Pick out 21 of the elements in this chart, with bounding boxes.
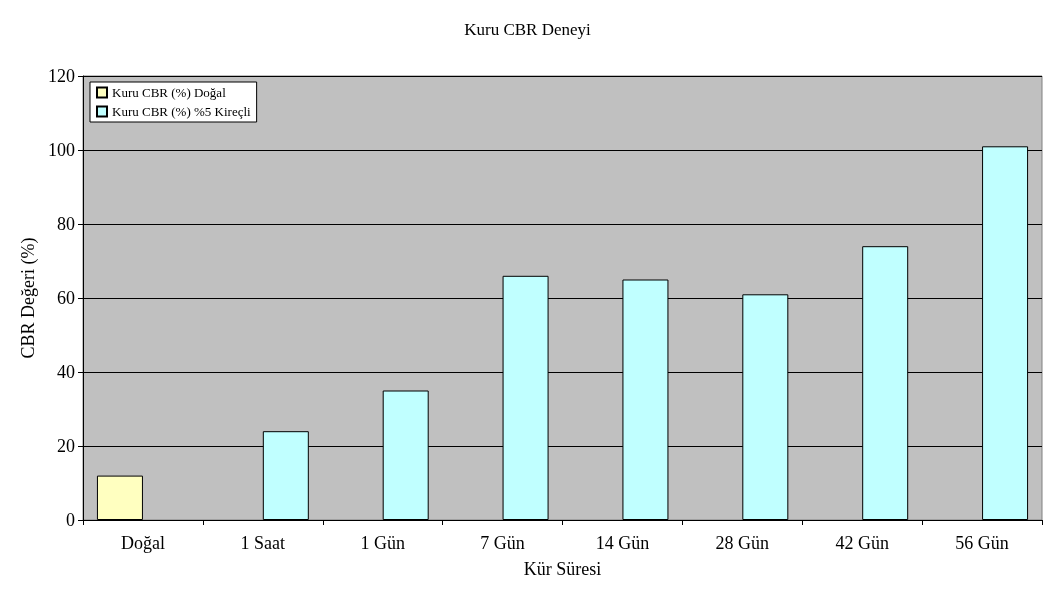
x-tick-label: Doğal (120, 533, 165, 553)
chart-title: Kuru CBR Deneyi (464, 20, 592, 39)
y-tick-label: 40 (57, 362, 75, 382)
y-axis-title: CBR Değeri (%) (18, 237, 40, 359)
x-tick-label: 14 Gün (595, 533, 650, 553)
x-tick-label: 42 Gün (835, 533, 889, 553)
y-tick-label: 20 (57, 436, 75, 456)
y-tick-label: 80 (57, 214, 75, 234)
legend-label: Kuru CBR (%) Doğal (112, 85, 227, 100)
y-tick-label: 60 (57, 288, 75, 308)
x-tick-label: 56 Gün (955, 533, 1009, 553)
x-tick-label: 28 Gün (715, 533, 770, 553)
x-tick-label: 1 Saat (240, 533, 286, 553)
x-tick-label: 7 Gün (480, 533, 525, 553)
legend-label: Kuru CBR (%) %5 Kireçli (112, 104, 252, 119)
bar (96, 475, 143, 520)
y-tick-label: 120 (48, 66, 75, 86)
y-tick-label: 0 (66, 510, 75, 530)
x-axis-title: Kür Süresi (523, 559, 602, 579)
x-tick-label: 1 Gün (360, 533, 405, 553)
y-tick-label: 100 (48, 140, 75, 160)
